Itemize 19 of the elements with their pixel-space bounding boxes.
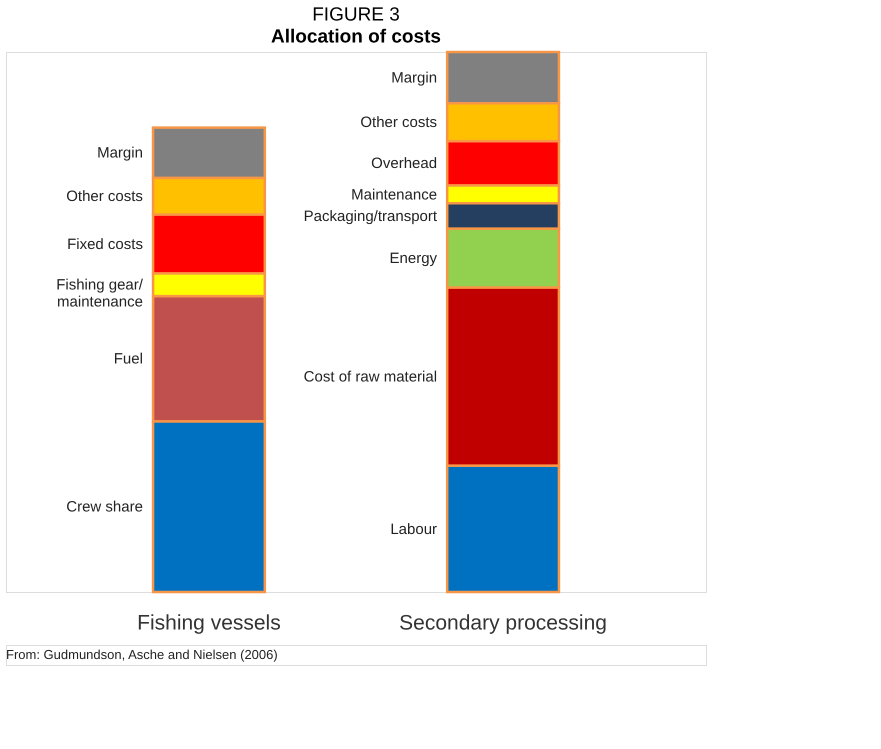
text: Margin (97, 144, 143, 162)
series-label: Maintenance (351, 186, 438, 204)
series-label: Energy (390, 250, 438, 268)
series-label: Labour (390, 520, 438, 538)
series-label: Other costs (360, 114, 438, 132)
chart-subtitle: Allocation of costs (271, 26, 441, 48)
series-label: Overhead (371, 155, 438, 172)
series-label: Packaging/transport (304, 208, 438, 225)
series-label: Fishing gear/ maintenance (56, 276, 144, 311)
chart-title: FIGURE 3 (312, 4, 400, 26)
series-label: Fuel (114, 350, 143, 368)
text: From: Gudmundson, Asche and Nielsen (2006) (6, 647, 278, 662)
series-label: Fixed costs (67, 236, 143, 253)
x-tick-label: Secondary processing (399, 612, 607, 634)
x-tick-label: Fishing vessels (137, 612, 281, 634)
text: Other costs (66, 188, 143, 206)
series-label: Margin (391, 70, 438, 87)
series-label: Crew share (66, 498, 143, 516)
series-label: Cost of raw material (304, 368, 438, 386)
